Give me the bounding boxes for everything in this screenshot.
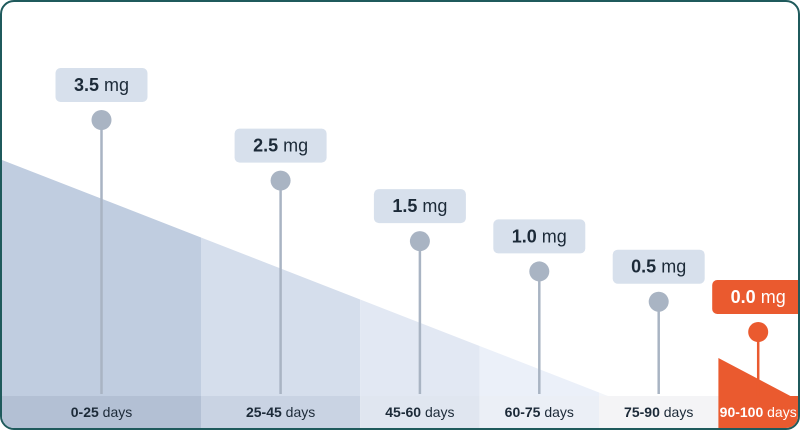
category-label: 25-45 days <box>246 404 315 420</box>
value-dot <box>91 110 112 130</box>
value-label: 1.5 mg <box>392 196 447 216</box>
category-label: 45-60 days <box>385 404 454 420</box>
value-callout <box>55 68 148 102</box>
value-label: 1.0 mg <box>512 226 567 246</box>
category-band-45-60 <box>360 396 480 428</box>
value-dot <box>529 261 550 282</box>
category-label: 75-90 days <box>624 404 693 420</box>
category-label: 60-75 days <box>505 404 574 420</box>
value-callout <box>493 219 586 254</box>
value-callout <box>712 280 798 314</box>
category-label: 0-25 days <box>71 404 133 420</box>
value-dot <box>409 231 430 252</box>
category-label: 90-100 days <box>720 404 797 420</box>
category-band-60-75 <box>479 396 599 428</box>
category-band-75-90 <box>599 396 719 428</box>
value-dot <box>648 291 669 312</box>
value-dot <box>748 322 769 342</box>
category-band-0-25 <box>2 396 201 428</box>
value-callout <box>234 128 327 163</box>
value-label: 3.5 mg <box>74 75 129 95</box>
value-label: 2.5 mg <box>253 136 308 156</box>
value-label: 0.0 mg <box>731 287 786 307</box>
value-label: 0.5 mg <box>631 257 686 277</box>
category-band-90-100 <box>718 396 798 428</box>
category-band-25-45 <box>201 396 361 428</box>
value-dot <box>270 170 291 191</box>
value-callout <box>612 249 705 284</box>
value-callout <box>373 189 466 224</box>
